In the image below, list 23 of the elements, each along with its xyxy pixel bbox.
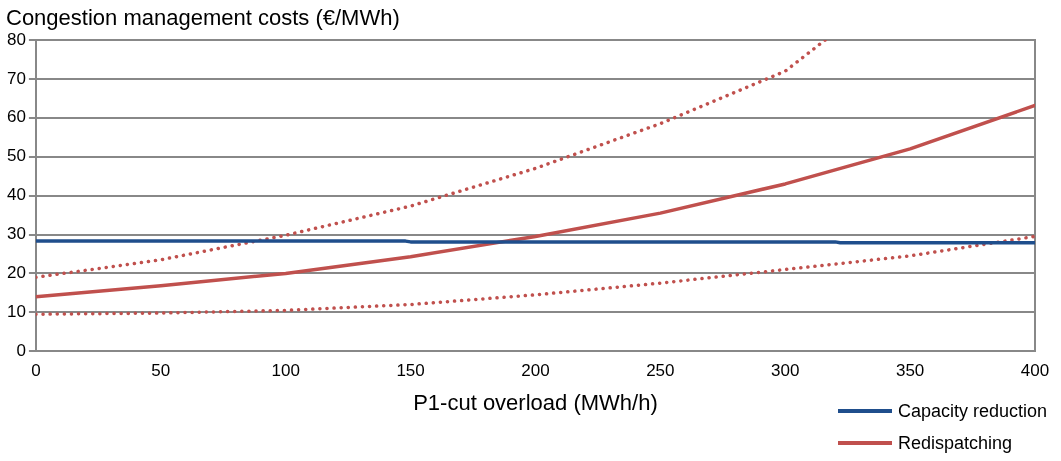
y-tick-label: 50: [6, 146, 26, 166]
y-tick-label: 70: [6, 68, 26, 88]
x-tick-label: 400: [1020, 361, 1050, 381]
y-tick-label: 40: [6, 185, 26, 205]
x-tick-label: 50: [151, 361, 171, 381]
x-axis-title: P1-cut overload (MWh/h): [413, 389, 658, 415]
y-tick-label: 10: [6, 301, 26, 321]
x-tick-label: 300: [771, 361, 800, 381]
y-tick-label: 30: [6, 224, 26, 244]
line-series: [35, 40, 827, 280]
y-axis-title: Congestion management costs (€/MWh): [6, 5, 400, 31]
y-tick-label: 0: [16, 340, 26, 360]
x-tick-label: 200: [521, 361, 550, 381]
x-tick-label: 150: [396, 361, 425, 381]
y-tick-label: 60: [6, 107, 26, 127]
x-tick-label: 350: [895, 361, 925, 381]
x-tick-label: 0: [31, 361, 41, 381]
x-tick-label: 100: [271, 361, 300, 381]
y-tick-label: 20: [6, 263, 26, 283]
legend-label: Redispatching: [897, 432, 1012, 454]
legend-label: Capacity reduction: [897, 400, 1047, 422]
y-tick-label: 80: [6, 29, 26, 49]
x-tick-label: 250: [646, 361, 675, 381]
